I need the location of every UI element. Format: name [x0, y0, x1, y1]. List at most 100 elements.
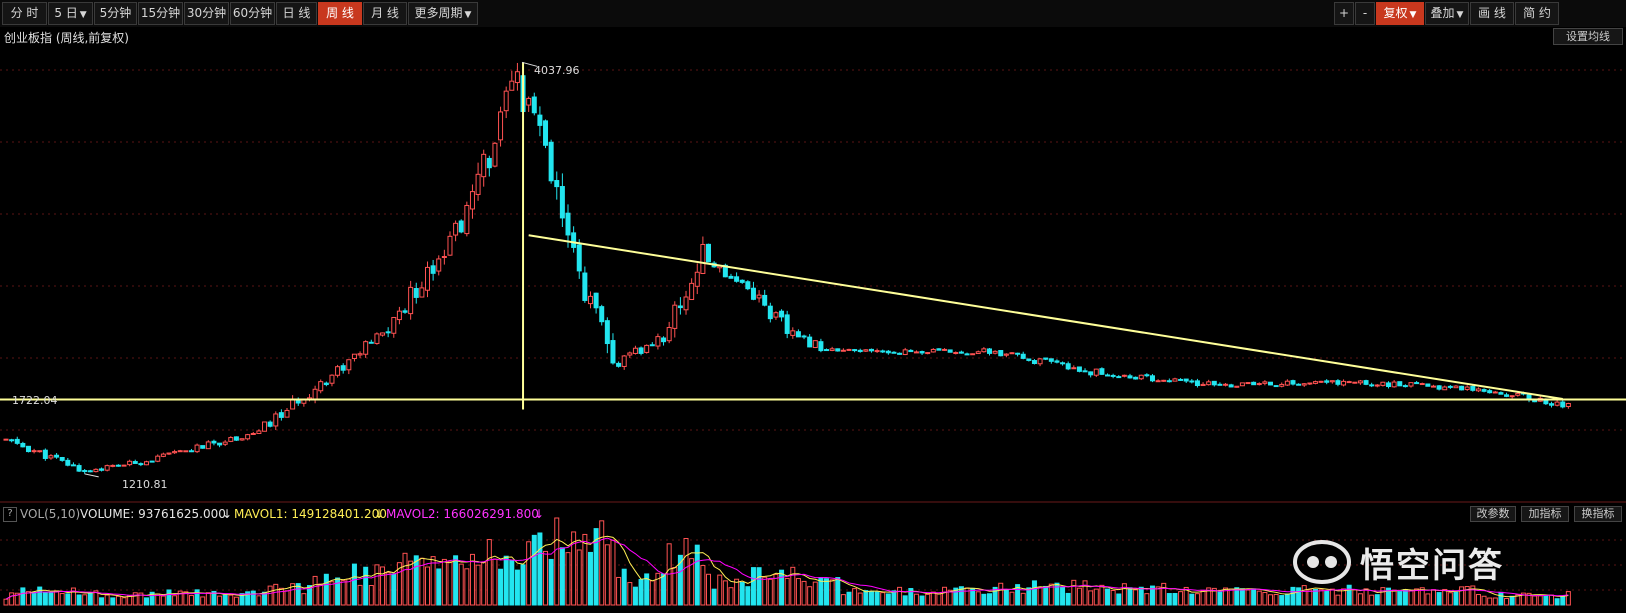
volume-bar [627, 582, 633, 606]
candle-body [492, 142, 498, 167]
add-indicator-button[interactable]: 加指标 [1521, 506, 1569, 522]
candle-body [1554, 401, 1560, 406]
candle-body [1200, 383, 1206, 387]
candle-body [1009, 352, 1015, 355]
volume-bar [1031, 580, 1037, 606]
candle-body [897, 352, 903, 355]
more-periods-dropdown[interactable]: 更多周期 ▼ [408, 2, 478, 25]
candle-body [1509, 395, 1515, 398]
tab-60min[interactable]: 60分钟 [230, 2, 275, 25]
zoom-out-button[interactable]: - [1355, 2, 1375, 25]
volume-bar [1239, 588, 1245, 606]
candle-body [953, 352, 959, 355]
volume-bar [981, 593, 987, 606]
candle-body [694, 271, 700, 287]
candle-body [380, 332, 386, 336]
volume-bar [846, 591, 852, 606]
tab-15min[interactable]: 15分钟 [138, 2, 183, 25]
volume-bar [1436, 592, 1442, 606]
edit-params-button[interactable]: 改参数 [1470, 506, 1516, 522]
low-pointer [84, 473, 99, 478]
tab-5day-label: 5 日 [54, 6, 78, 20]
volume-bar [368, 585, 374, 606]
volume-bar [1515, 594, 1521, 606]
candle-body [908, 349, 914, 353]
set-ma-button[interactable]: 设置均线 [1553, 28, 1623, 45]
switch-indicator-button[interactable]: 换指标 [1574, 506, 1622, 522]
candle-body [1245, 382, 1251, 385]
tab-monthly[interactable]: 月 线 [363, 2, 407, 25]
volume-bar [200, 596, 206, 606]
candle-body [627, 352, 633, 356]
volume-bar [239, 593, 245, 606]
volume-bar [1093, 588, 1099, 606]
draw-line-button[interactable]: 画 线 [1470, 2, 1514, 25]
volume-bar [110, 597, 116, 606]
tab-daily[interactable]: 日 线 [276, 2, 317, 25]
volume-bar [762, 576, 768, 606]
volume-bar [919, 595, 925, 606]
volume-bar [132, 592, 138, 606]
tab-5min[interactable]: 5分钟 [94, 2, 137, 25]
volume-bar [1369, 594, 1375, 606]
tab-5day[interactable]: 5 日 ▼ [48, 2, 93, 25]
volume-value: VOLUME: 93761625.000 [80, 507, 226, 521]
volume-bar [582, 533, 588, 606]
candle-body [1116, 376, 1122, 379]
volume-bar [430, 556, 436, 606]
candle-body [514, 71, 520, 84]
help-icon[interactable]: ? [3, 507, 17, 522]
candle-body [76, 465, 82, 472]
volume-bar [1549, 594, 1554, 606]
volume-bar [593, 528, 599, 606]
fuquan-dropdown[interactable]: 复权 ▼ [1376, 2, 1424, 25]
candle-body [846, 348, 852, 351]
zoom-in-button[interactable]: + [1334, 2, 1354, 25]
volume-bar [576, 549, 582, 606]
candle-body [290, 398, 296, 410]
tab-fenshi[interactable]: 分 时 [2, 2, 47, 25]
volume-bar [217, 595, 223, 606]
candle-body [1020, 353, 1026, 359]
volume-bar [857, 592, 863, 606]
candle-body [998, 350, 1004, 357]
volume-bar [396, 562, 402, 606]
candlestick-series [3, 62, 1571, 474]
overlay-dropdown[interactable]: 叠加 ▼ [1425, 2, 1469, 25]
volume-bar [1391, 589, 1397, 606]
tab-30min[interactable]: 30分钟 [184, 2, 229, 25]
volume-bar [824, 578, 830, 606]
candle-body [936, 348, 942, 351]
volume-bar [464, 568, 470, 606]
candle-body [1436, 385, 1442, 390]
volume-bar [76, 594, 82, 606]
volume-bar [121, 597, 127, 606]
candle-body [374, 333, 380, 344]
volume-bar [942, 586, 948, 606]
volume-bar [323, 573, 329, 606]
candle-body [1391, 381, 1397, 388]
simple-mode-button[interactable]: 简 约 [1515, 2, 1559, 25]
candle-body [425, 266, 430, 291]
volume-bar [1414, 588, 1420, 606]
volume-bar [689, 558, 695, 606]
tab-weekly[interactable]: 周 线 [318, 2, 362, 25]
volume-bar [458, 563, 464, 606]
volume-bar [441, 558, 447, 606]
volume-bar [290, 583, 296, 606]
volume-bar [958, 586, 964, 606]
volume-bar [144, 597, 149, 606]
volume-bar [1475, 594, 1481, 606]
candle-body [1357, 380, 1363, 384]
candle-body [1273, 385, 1279, 388]
volume-bar [1464, 586, 1470, 606]
candle-body [166, 452, 172, 455]
candle-body [419, 287, 425, 298]
volume-bar [1082, 580, 1088, 606]
candle-body [722, 264, 728, 278]
candle-body [188, 450, 194, 453]
volume-bar [1043, 585, 1049, 606]
volume-bar [436, 568, 442, 606]
volume-bar [194, 589, 200, 606]
